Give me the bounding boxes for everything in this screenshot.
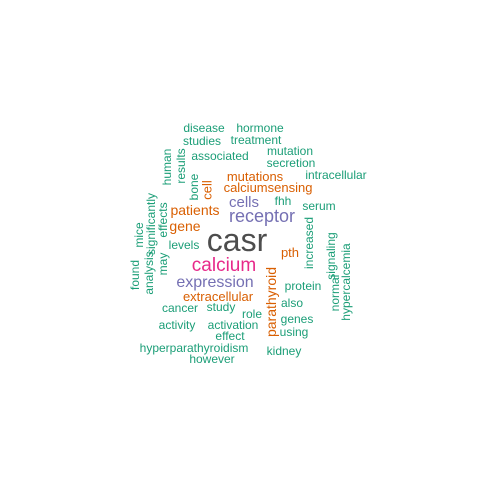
word-serum: serum bbox=[302, 199, 335, 213]
word-fhh: fhh bbox=[275, 194, 292, 208]
word-however: however bbox=[189, 352, 234, 366]
word-cell: cell bbox=[200, 180, 215, 200]
word-effect: effect bbox=[215, 329, 245, 343]
word-mutations: mutations bbox=[227, 169, 284, 184]
word-secretion: secretion bbox=[267, 156, 316, 170]
word-disease: disease bbox=[183, 121, 225, 135]
word-also: also bbox=[281, 296, 303, 310]
word-normal: normal bbox=[328, 275, 342, 312]
word-signaling: signaling bbox=[324, 232, 338, 279]
word-activity: activity bbox=[159, 318, 196, 332]
word-calcium: calcium bbox=[192, 255, 256, 276]
word-gene: gene bbox=[169, 218, 200, 234]
word-human: human bbox=[160, 149, 174, 186]
word-cancer: cancer bbox=[162, 301, 198, 315]
word-parathyroid: parathyroid bbox=[263, 267, 279, 337]
word-hyperparathyroidism: hyperparathyroidism bbox=[140, 341, 249, 355]
word-hypercalcemia: hypercalcemia bbox=[339, 243, 353, 321]
word-genes: genes bbox=[281, 312, 314, 326]
word-casr: casr bbox=[207, 222, 268, 258]
word-studies: studies bbox=[183, 134, 221, 148]
word-may: may bbox=[156, 253, 170, 276]
word-receptor: receptor bbox=[229, 206, 295, 226]
word-bone: bone bbox=[187, 173, 201, 200]
word-results: results bbox=[174, 148, 188, 183]
word-protein: protein bbox=[285, 279, 322, 293]
word-found: found bbox=[128, 260, 142, 290]
word-role: role bbox=[242, 307, 262, 321]
word-patients: patients bbox=[170, 202, 219, 218]
word-calciumsensing: calciumsensing bbox=[224, 180, 313, 195]
word-using: using bbox=[280, 325, 309, 339]
word-study: study bbox=[207, 300, 236, 314]
word-pth: pth bbox=[281, 245, 299, 260]
word-significantly: significantly bbox=[144, 193, 158, 255]
word-hormone: hormone bbox=[236, 121, 284, 135]
word-intracellular: intracellular bbox=[305, 168, 366, 182]
word-kidney: kidney bbox=[267, 344, 302, 358]
word-treatment: treatment bbox=[231, 133, 282, 147]
word-associated: associated bbox=[191, 149, 248, 163]
word-mutation: mutation bbox=[267, 144, 313, 158]
word-mice: mice bbox=[132, 222, 146, 248]
word-expression: expression bbox=[176, 274, 253, 291]
word-analysis: analysis bbox=[142, 251, 156, 294]
word-extracellular: extracellular bbox=[183, 289, 254, 304]
word-increased: increased bbox=[302, 217, 316, 269]
word-cells: cells bbox=[229, 194, 259, 211]
word-activation: activation bbox=[208, 318, 259, 332]
word-levels: levels bbox=[169, 238, 200, 252]
word-effects: effects bbox=[156, 202, 170, 237]
